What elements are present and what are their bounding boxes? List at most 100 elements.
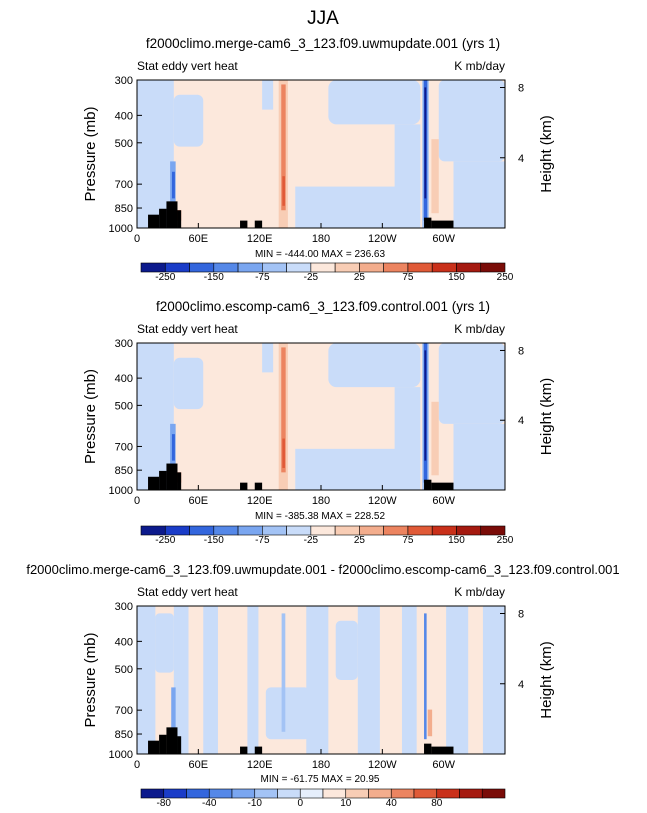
panel-title: f2000climo.merge-cam6_3_123.f09.uwmupdat…: [26, 562, 619, 577]
colorbar-tick-label: 75: [402, 272, 414, 283]
colorbar-swatch: [345, 788, 369, 799]
colorbar-swatch: [481, 788, 506, 799]
terrain-mask: [177, 736, 182, 754]
x-tick-label: 180: [312, 759, 330, 771]
colorbar-swatch: [359, 262, 384, 273]
field-region: [281, 613, 286, 732]
colorbar-swatch: [189, 262, 215, 273]
colorbar-swatch: [436, 788, 460, 799]
terrain-mask: [240, 746, 248, 754]
colorbar-swatch: [286, 262, 312, 273]
field-region: [482, 606, 505, 754]
page-title: JJA: [307, 8, 339, 29]
left-string: Stat eddy vert heat: [137, 322, 238, 336]
y-tick-label: 400: [115, 110, 133, 122]
colorbar-tick-label: 250: [497, 272, 514, 283]
field-region: [335, 620, 358, 680]
terrain-mask: [431, 220, 454, 228]
colorbar-tick-label: -40: [202, 798, 217, 809]
colorbar-swatch: [459, 788, 483, 799]
colorbar-swatch: [140, 788, 165, 799]
field-region: [137, 606, 156, 754]
colorbar-swatch: [163, 788, 187, 799]
field-region: [262, 343, 274, 373]
colorbar-tick-label: 75: [402, 535, 414, 546]
x-tick-label: 0: [134, 495, 140, 507]
terrain-mask: [166, 201, 178, 228]
field-region: [281, 84, 286, 211]
colorbar-tick-label: -250: [155, 535, 175, 546]
colorbar-swatch: [237, 525, 263, 536]
colorbar-swatch: [456, 525, 482, 536]
terrain-mask: [424, 743, 432, 754]
colorbar-swatch: [390, 788, 415, 799]
x-tick-label: 0: [134, 759, 140, 771]
colorbar-swatch: [431, 525, 457, 536]
terrain-mask: [159, 470, 167, 490]
colorbar-tick-label: 25: [354, 535, 366, 546]
field-region: [401, 606, 417, 754]
x-tick-label: 120E: [247, 759, 273, 771]
field-region: [446, 606, 469, 754]
colorbar-swatch: [480, 262, 506, 273]
field-region: [295, 186, 413, 228]
colorbar-tick-label: -150: [204, 272, 224, 283]
field-region: [394, 387, 421, 490]
colorbar-tick-label: 40: [386, 798, 398, 809]
field-region: [203, 606, 218, 754]
colorbar-swatch: [368, 788, 392, 799]
x-tick-label: 60E: [189, 759, 209, 771]
colorbar-tick-label: -75: [255, 272, 270, 283]
y2-tick-label: 8: [518, 609, 524, 621]
y-axis-label: Pressure (mb): [82, 106, 99, 201]
colorbar-swatch: [262, 262, 287, 273]
colorbar-tick-label: 250: [497, 535, 514, 546]
y-tick-label: 700: [115, 705, 133, 717]
field-region: [282, 176, 285, 206]
terrain-mask: [254, 746, 263, 754]
colorbar-swatch: [431, 262, 457, 273]
right-string: K mb/day: [454, 585, 505, 599]
field-region: [173, 94, 204, 147]
terrain-mask: [159, 208, 167, 228]
field-region: [394, 124, 421, 228]
colorbar-swatch: [262, 525, 287, 536]
y-tick-label: 1000: [109, 485, 133, 497]
field-region: [171, 687, 176, 740]
colorbar-swatch: [334, 525, 360, 536]
y-axis-label: Pressure (mb): [82, 632, 99, 727]
field-region: [453, 423, 505, 490]
y-tick-label: 1000: [109, 223, 133, 235]
right-string: K mb/day: [454, 322, 505, 336]
x-tick-label: 120W: [368, 495, 397, 507]
y2-tick-label: 4: [518, 415, 524, 427]
colorbar-swatch: [237, 262, 263, 273]
field-region: [247, 606, 259, 754]
min-max-stats: MIN = -444.00 MAX = 236.63: [255, 249, 386, 260]
field-region: [306, 606, 329, 754]
y-tick-label: 400: [115, 636, 133, 648]
field-region: [265, 687, 310, 740]
field-region: [453, 161, 505, 228]
y2-axis-label: Height (km): [538, 378, 555, 456]
colorbar-tick-label: 150: [448, 272, 465, 283]
min-max-stats: MIN = -385.38 MAX = 228.52: [255, 511, 386, 522]
colorbar-swatch: [208, 788, 233, 799]
terrain-mask: [148, 214, 160, 228]
terrain-mask: [424, 479, 432, 490]
field-region: [424, 350, 427, 461]
colorbar-tick-label: -25: [304, 272, 319, 283]
y-tick-label: 300: [115, 601, 133, 613]
field-region: [431, 401, 439, 476]
field-region: [262, 80, 274, 110]
colorbar-swatch: [359, 525, 384, 536]
colorbar-swatch: [413, 788, 438, 799]
y2-tick-label: 4: [518, 679, 524, 691]
colorbar-tick-label: -80: [157, 798, 172, 809]
colorbar-swatch: [310, 262, 336, 273]
y-tick-label: 850: [115, 465, 133, 477]
colorbar-swatch: [140, 262, 166, 273]
terrain-mask: [254, 482, 263, 490]
y-tick-label: 850: [115, 203, 133, 215]
colorbar-swatch: [310, 525, 336, 536]
